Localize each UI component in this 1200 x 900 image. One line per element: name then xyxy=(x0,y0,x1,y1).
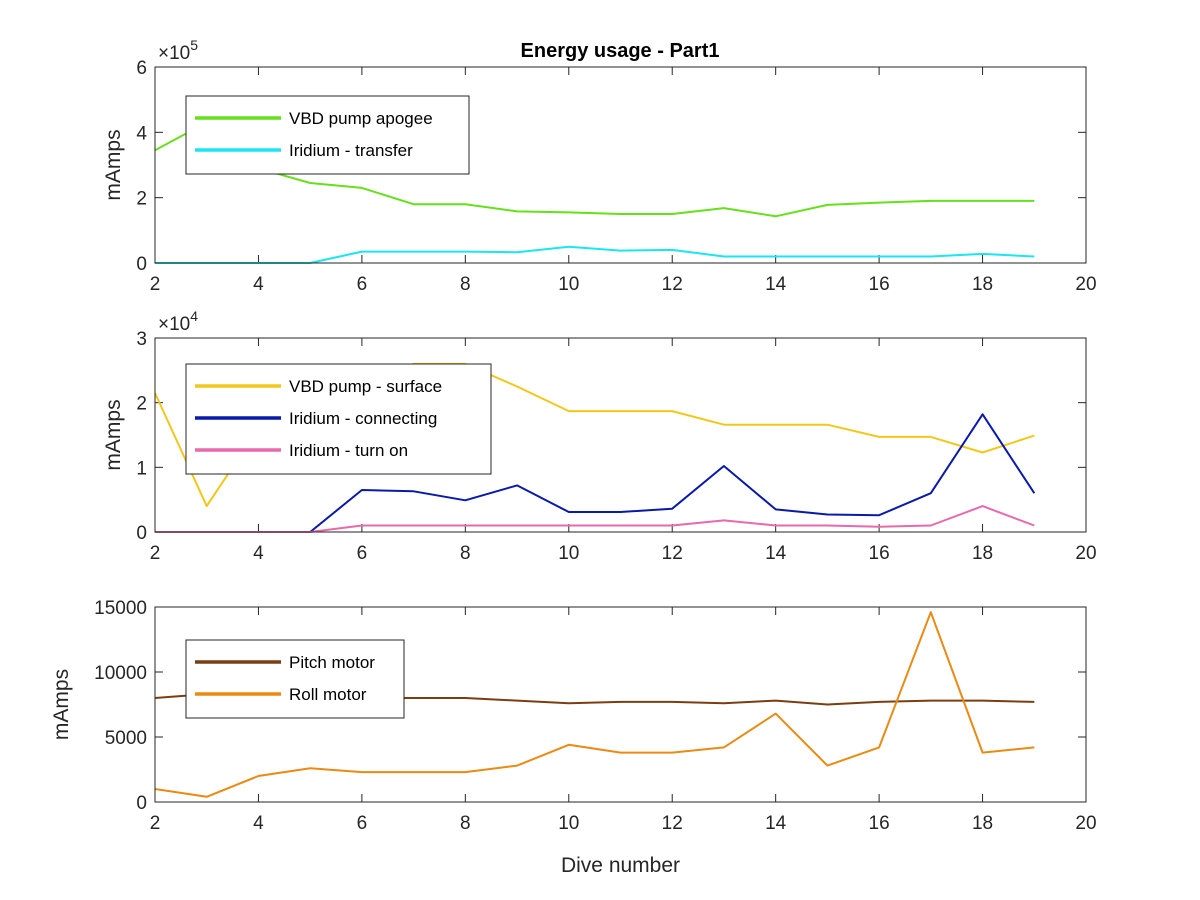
y-tick-label: 0 xyxy=(136,523,147,544)
y-tick-label: 5000 xyxy=(105,728,147,749)
series-line xyxy=(154,121,1035,218)
x-axis-label: Dive number xyxy=(561,854,680,877)
x-tick-label: 14 xyxy=(765,813,787,834)
y-tick-label: 6 xyxy=(136,58,147,79)
legend-label: Iridium - turn on xyxy=(289,441,408,460)
x-tick-label: 20 xyxy=(1075,813,1096,834)
x-tick-label: 2 xyxy=(150,543,161,564)
x-tick-label: 16 xyxy=(869,274,890,295)
x-tick-label: 14 xyxy=(765,543,787,564)
legend-label: Pitch motor xyxy=(289,653,375,672)
y-tick-label: 10000 xyxy=(94,663,147,684)
legend-box xyxy=(185,95,470,175)
y-axis-label: mAmps xyxy=(50,669,73,740)
x-tick-label: 4 xyxy=(253,543,264,564)
legend-label: VBD pump - surface xyxy=(289,377,442,396)
y-exponent-label: ×104 xyxy=(158,308,198,335)
x-tick-label: 4 xyxy=(253,813,264,834)
y-tick-label: 1 xyxy=(136,458,147,479)
subplot-3: 2 4 6 8 10 12 14 16 18 20 0 5000 10000 15000 mAmps Dive… xyxy=(50,598,1097,877)
y-tick-label: 2 xyxy=(136,394,147,415)
y-tick-label: 4 xyxy=(136,123,147,144)
x-tick-label: 10 xyxy=(558,813,579,834)
x-tick-label: 6 xyxy=(357,274,368,295)
x-tick-label: 18 xyxy=(972,813,993,834)
x-tick-label: 18 xyxy=(972,274,993,295)
x-tick-label: 16 xyxy=(869,543,890,564)
y-axis-label: mAmps xyxy=(102,399,125,470)
legend-label: Roll motor xyxy=(289,685,367,704)
x-tick-label: 4 xyxy=(253,274,264,295)
y-tick-label: 3 xyxy=(136,329,147,350)
x-tick-label: 14 xyxy=(765,274,787,295)
y-axis-label: mAmps xyxy=(102,129,125,200)
x-tick-label: 18 xyxy=(972,543,993,564)
y-tick-label: 0 xyxy=(136,793,147,814)
x-tick-label: 2 xyxy=(150,274,161,295)
x-tick-label: 10 xyxy=(558,543,579,564)
x-tick-label: 12 xyxy=(662,543,683,564)
y-tick-label: 2 xyxy=(136,189,147,210)
x-tick-label: 8 xyxy=(460,543,471,564)
axes-box xyxy=(154,66,1087,264)
legend-label: Iridium - transfer xyxy=(289,141,413,160)
x-tick-label: 2 xyxy=(150,813,161,834)
x-tick-label: 8 xyxy=(460,274,471,295)
y-tick-label: 0 xyxy=(136,254,147,275)
x-tick-label: 12 xyxy=(662,274,683,295)
x-tick-label: 12 xyxy=(662,813,683,834)
series-line xyxy=(154,611,1035,798)
x-tick-label: 10 xyxy=(558,274,579,295)
legend-box xyxy=(185,639,405,719)
figure-title: Energy usage - Part1 xyxy=(521,40,720,62)
axes-box xyxy=(154,337,1087,533)
axes-box xyxy=(154,606,1087,803)
y-tick-label: 15000 xyxy=(94,598,147,619)
x-tick-label: 8 xyxy=(460,813,471,834)
y-exponent-label: ×105 xyxy=(158,37,198,64)
x-tick-label: 16 xyxy=(869,813,890,834)
legend-label: VBD pump apogee xyxy=(289,109,433,128)
x-tick-label: 20 xyxy=(1075,543,1096,564)
legend-label: Iridium - connecting xyxy=(289,409,437,428)
x-tick-label: 6 xyxy=(357,543,368,564)
x-tick-label: 20 xyxy=(1075,274,1096,295)
x-tick-label: 6 xyxy=(357,813,368,834)
